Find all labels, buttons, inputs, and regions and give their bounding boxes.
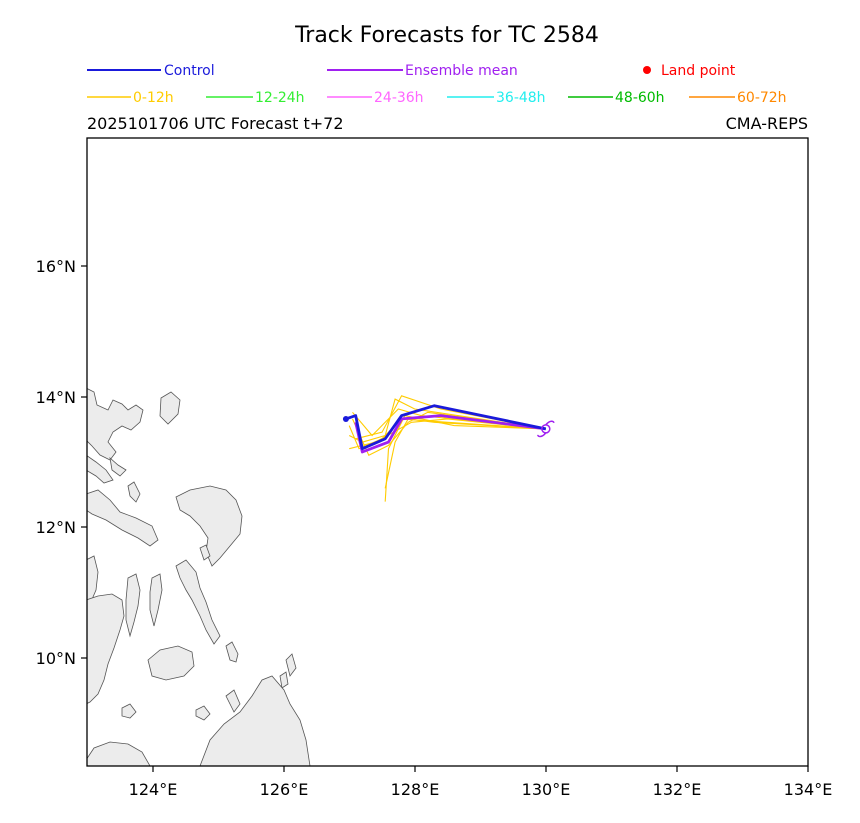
- control-track-end-dot: [342, 415, 349, 422]
- land-samar: [175, 485, 243, 567]
- lon-label-126: 126°E: [260, 780, 309, 799]
- lon-label-134: 134°E: [784, 780, 833, 799]
- land-panay-west: [87, 555, 99, 608]
- land-biliran: [199, 544, 211, 561]
- ensemble-mean-track: [354, 414, 546, 454]
- ensemble-member-track-3: [348, 398, 546, 443]
- control-track: [345, 404, 547, 451]
- lat-label-16: 16°N: [36, 257, 76, 276]
- ensemble-member-track-5: [384, 418, 546, 489]
- legend-dot-land-point: [643, 66, 651, 74]
- legend-label-land-point: Land point: [661, 63, 736, 79]
- ensemble-member-track-4: [384, 414, 546, 502]
- legend-label-48-60h: 48-60h: [615, 90, 665, 106]
- ensemble-member-track-8: [352, 408, 546, 437]
- land-leyte-south: [225, 689, 241, 713]
- forecast-time-label: 2025101706 UTC Forecast t+72: [87, 114, 344, 133]
- land-bohol: [147, 645, 195, 681]
- ensemble-member-tracks: [348, 395, 546, 502]
- legend-label-ensemble-mean: Ensemble mean: [405, 63, 518, 79]
- axis-ticks: [81, 265, 809, 772]
- legend-label-36-48h: 36-48h: [496, 90, 546, 106]
- lat-label-14: 14°N: [36, 388, 76, 407]
- land-luzon-bicol: [87, 388, 144, 461]
- land-masbate: [109, 456, 127, 477]
- land-negros: [87, 593, 125, 704]
- axis-tick-labels: 124°E 126°E 128°E 130°E 132°E 134°E 10°N…: [36, 257, 833, 799]
- legend-label-control: Control: [164, 63, 215, 79]
- lon-label-128: 128°E: [391, 780, 440, 799]
- land-leyte: [175, 559, 221, 645]
- map-frame: [86, 137, 809, 767]
- tropical-cyclone-icon: [537, 420, 555, 438]
- lat-label-10: 10°N: [36, 649, 76, 668]
- legend-label-12-24h: 12-24h: [255, 90, 305, 106]
- land-panay: [87, 489, 159, 547]
- land-masses: [87, 388, 311, 766]
- land-cebu: [125, 573, 141, 638]
- lon-label-130: 130°E: [522, 780, 571, 799]
- legend-label-0-12h: 0-12h: [133, 90, 174, 106]
- legend-row-1: Control Ensemble mean Land point: [87, 63, 736, 79]
- land-bohol-north: [149, 573, 163, 627]
- map-area: [87, 388, 555, 766]
- land-catanduanes: [159, 391, 181, 425]
- lon-label-132: 132°E: [653, 780, 702, 799]
- land-mindanao: [87, 741, 151, 766]
- lat-label-12: 12°N: [36, 518, 76, 537]
- land-siargao: [285, 653, 297, 677]
- figure-title: Track Forecasts for TC 2584: [294, 23, 599, 48]
- land-small-isle-2: [195, 705, 211, 721]
- land-ticao: [127, 481, 141, 503]
- land-dinagat: [225, 641, 239, 663]
- land-camiguin: [121, 703, 137, 719]
- land-small-isle: [279, 671, 289, 689]
- legend-row-2: 0-12h 12-24h 24-36h 36-48h 48-60h 60-72h: [87, 90, 787, 106]
- legend-label-60-72h: 60-72h: [737, 90, 787, 106]
- lon-label-124: 124°E: [129, 780, 178, 799]
- legend-label-24-36h: 24-36h: [374, 90, 424, 106]
- land-luzon-south: [87, 455, 114, 484]
- model-name-label: CMA-REPS: [726, 114, 808, 133]
- land-mindanao-east: [199, 675, 311, 766]
